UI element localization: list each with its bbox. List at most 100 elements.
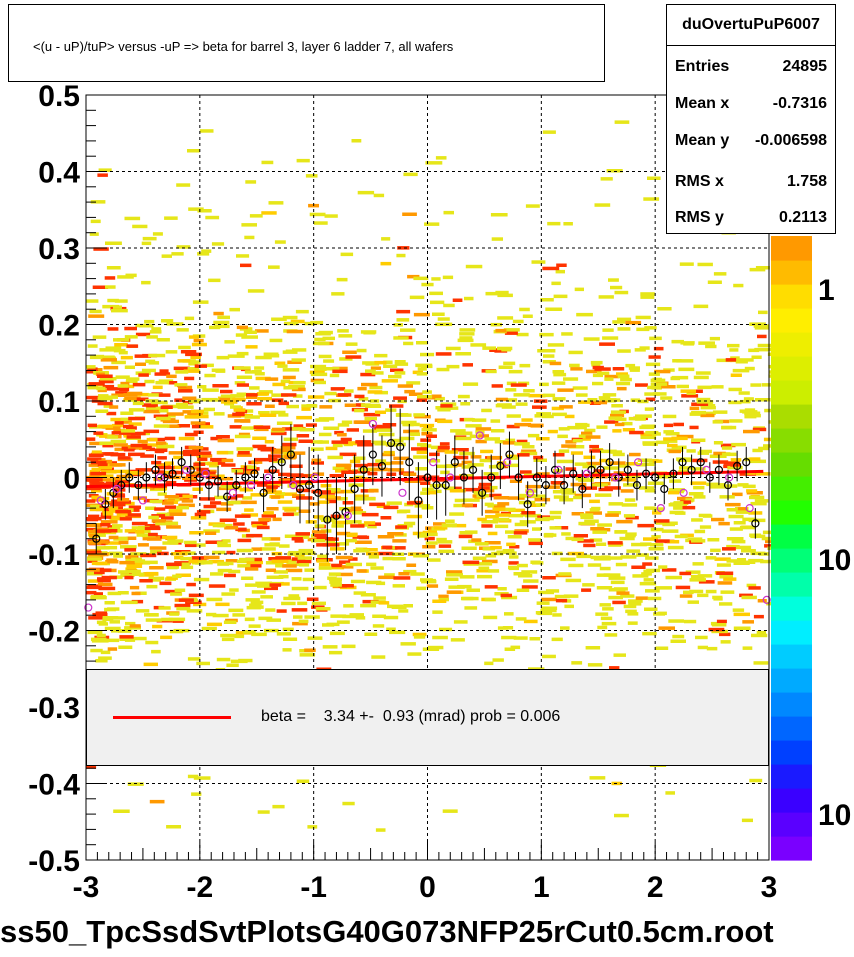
heatmap-cell bbox=[184, 415, 199, 419]
heatmap-cell bbox=[89, 309, 102, 314]
heatmap-cell bbox=[438, 549, 455, 554]
heatmap-cell bbox=[334, 430, 344, 435]
heatmap-cell bbox=[392, 557, 406, 561]
heatmap-cell bbox=[507, 551, 517, 555]
heatmap-cell bbox=[338, 334, 353, 338]
heatmap-cell bbox=[645, 589, 660, 593]
heatmap-cell bbox=[575, 393, 588, 397]
heatmap-cell bbox=[733, 561, 750, 565]
heatmap-cell bbox=[283, 453, 294, 457]
heatmap-cell bbox=[406, 514, 423, 519]
heatmap-cell bbox=[92, 285, 109, 289]
heatmap-cell bbox=[109, 463, 126, 467]
heatmap-cell bbox=[128, 422, 142, 426]
heatmap-cell bbox=[97, 374, 113, 378]
heatmap-cell bbox=[184, 543, 197, 548]
heatmap-cell bbox=[508, 513, 523, 518]
heatmap-cell bbox=[591, 363, 601, 367]
heatmap-cell bbox=[551, 637, 563, 642]
heatmap-cell bbox=[501, 405, 516, 409]
heatmap-cell bbox=[380, 261, 392, 266]
heatmap-cell bbox=[615, 562, 627, 567]
heatmap-cell bbox=[91, 482, 104, 486]
data-point-alt bbox=[503, 458, 512, 467]
heatmap-cell bbox=[558, 572, 572, 576]
heatmap-cell bbox=[731, 442, 746, 447]
heatmap-cell bbox=[246, 395, 257, 399]
heatmap-cell bbox=[650, 527, 664, 532]
heatmap-cell bbox=[305, 520, 317, 524]
heatmap-cell bbox=[509, 555, 519, 559]
heatmap-cell bbox=[223, 620, 237, 624]
data-point-alt bbox=[554, 465, 563, 474]
heatmap-cell bbox=[146, 447, 155, 452]
heatmap-cell bbox=[149, 546, 167, 550]
heatmap-cell bbox=[234, 381, 246, 385]
heatmap-cell bbox=[686, 391, 696, 395]
heatmap-cell bbox=[606, 169, 623, 173]
heatmap-cell bbox=[697, 574, 713, 578]
color-scale-segment bbox=[771, 596, 812, 621]
heatmap-cell bbox=[331, 292, 345, 296]
heatmap-cell bbox=[109, 405, 119, 409]
heatmap-cell bbox=[107, 327, 119, 331]
heatmap-cell bbox=[332, 369, 348, 374]
heatmap-cell bbox=[144, 572, 159, 576]
heatmap-cell bbox=[191, 792, 202, 796]
heatmap-cell bbox=[342, 501, 354, 505]
heatmap-cell bbox=[194, 364, 207, 368]
heatmap-cell bbox=[145, 359, 156, 364]
heatmap-cell bbox=[91, 450, 102, 454]
heatmap-cell bbox=[324, 214, 338, 218]
heatmap-cell bbox=[237, 451, 250, 455]
heatmap-cell bbox=[442, 809, 458, 813]
heatmap-cell bbox=[345, 520, 362, 524]
heatmap-cell bbox=[305, 174, 318, 178]
heatmap-cell bbox=[624, 474, 641, 479]
heatmap-cell bbox=[587, 663, 603, 667]
heatmap-cell bbox=[729, 348, 739, 352]
heatmap-cell bbox=[513, 572, 531, 576]
heatmap-cell bbox=[280, 582, 290, 586]
heatmap-cell bbox=[404, 389, 416, 394]
heatmap-cell bbox=[91, 489, 103, 493]
color-scale-segment bbox=[771, 644, 812, 669]
heatmap-cell bbox=[572, 386, 588, 390]
data-point-alt bbox=[429, 458, 438, 467]
heatmap-cell bbox=[178, 389, 193, 393]
heatmap-cell bbox=[549, 510, 562, 515]
heatmap-cell bbox=[115, 391, 129, 395]
heatmap-cell bbox=[221, 637, 235, 642]
heatmap-cell bbox=[272, 804, 285, 809]
heatmap-cell bbox=[317, 440, 329, 444]
heatmap-cell bbox=[105, 426, 121, 430]
heatmap-cell bbox=[608, 461, 626, 465]
heatmap-cell bbox=[174, 603, 191, 608]
heatmap-cell bbox=[710, 548, 721, 553]
y-tick-label: 0 bbox=[63, 463, 80, 496]
heatmap-cell bbox=[620, 377, 632, 382]
heatmap-cell bbox=[270, 450, 283, 454]
heatmap-cell bbox=[729, 419, 743, 423]
heatmap-cell bbox=[542, 654, 556, 659]
heatmap-cell bbox=[117, 591, 129, 595]
heatmap-cell bbox=[335, 469, 348, 473]
heatmap-cell bbox=[400, 642, 416, 646]
heatmap-cell bbox=[656, 440, 669, 445]
heatmap-cell bbox=[350, 579, 366, 584]
heatmap-cell bbox=[206, 622, 222, 627]
heatmap-cell bbox=[553, 294, 568, 299]
heatmap-cell bbox=[525, 484, 541, 489]
heatmap-cell bbox=[275, 556, 292, 560]
heatmap-cell bbox=[680, 389, 696, 393]
heatmap-cell bbox=[97, 388, 107, 393]
heatmap-cell bbox=[757, 343, 775, 348]
legend-text: beta = 3.34 +- 0.93 (mrad) prob = 0.006 bbox=[261, 708, 561, 725]
heatmap-cell bbox=[188, 446, 204, 450]
heatmap-cell bbox=[171, 252, 184, 256]
data-point bbox=[487, 473, 496, 482]
heatmap-cell bbox=[377, 535, 395, 539]
heatmap-cell bbox=[479, 458, 492, 463]
heatmap-cell bbox=[613, 653, 626, 657]
heatmap-cell bbox=[176, 328, 189, 332]
